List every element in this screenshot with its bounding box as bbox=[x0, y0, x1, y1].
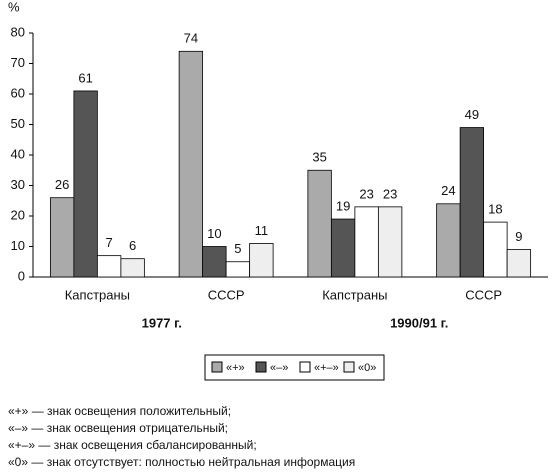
bar bbox=[178, 50, 204, 278]
legend-label: «0» bbox=[358, 362, 376, 374]
bar bbox=[120, 258, 145, 278]
value-label: 24 bbox=[441, 183, 455, 198]
bar bbox=[506, 249, 532, 278]
note: «+» — знак освещения положительный; bbox=[8, 404, 231, 418]
value-label: 5 bbox=[234, 241, 241, 256]
y-tick-label: 30 bbox=[11, 177, 25, 192]
value-label: 11 bbox=[255, 223, 269, 238]
y-axis-label: % bbox=[8, 0, 20, 14]
value-label: 6 bbox=[129, 238, 136, 253]
value-label: 9 bbox=[515, 229, 522, 244]
y-tick-label: 60 bbox=[11, 85, 25, 100]
legend-swatch bbox=[255, 361, 267, 373]
period-label: 1977 г. bbox=[142, 315, 182, 330]
period-label: 1990/91 г. bbox=[390, 315, 448, 330]
value-label: 74 bbox=[184, 31, 198, 46]
bar bbox=[483, 221, 508, 278]
bar bbox=[49, 197, 75, 278]
value-label: 19 bbox=[336, 198, 350, 213]
x-tick-label: СССР bbox=[208, 287, 245, 302]
value-label: 7 bbox=[106, 235, 113, 250]
value-label: 23 bbox=[359, 186, 373, 201]
value-label: 61 bbox=[78, 70, 92, 85]
x-tick-label: Капстраны bbox=[65, 287, 130, 302]
bar bbox=[249, 243, 274, 278]
bar bbox=[330, 218, 356, 278]
value-label: 10 bbox=[207, 226, 221, 241]
y-tick-label: 10 bbox=[11, 238, 25, 253]
y-tick-label: 20 bbox=[11, 207, 25, 222]
legend-swatch bbox=[299, 361, 311, 373]
note: «–» — знак освещения отрицательный; bbox=[8, 421, 228, 435]
x-tick-label: СССР bbox=[465, 287, 502, 302]
legend-label: «+» bbox=[226, 362, 245, 374]
note: «0» — знак отсутствует: полностью нейтра… bbox=[8, 455, 355, 469]
legend-swatch bbox=[211, 361, 223, 373]
bar bbox=[202, 246, 227, 278]
value-label: 49 bbox=[465, 107, 479, 122]
bar bbox=[354, 206, 379, 278]
value-label: 23 bbox=[383, 186, 397, 201]
value-label: 35 bbox=[312, 150, 326, 165]
x-tick-label: Капстраны bbox=[322, 287, 387, 302]
y-tick-label: 50 bbox=[11, 116, 25, 131]
y-tick-label: 0 bbox=[18, 268, 25, 283]
bar bbox=[73, 90, 98, 278]
bar bbox=[225, 261, 251, 278]
legend-label: «–» bbox=[270, 362, 288, 374]
bar bbox=[96, 255, 122, 278]
bar bbox=[307, 169, 332, 278]
bar bbox=[459, 127, 485, 278]
value-label: 18 bbox=[488, 202, 502, 217]
bar bbox=[436, 203, 461, 278]
y-tick-label: 40 bbox=[11, 146, 25, 161]
legend-label: «+–» bbox=[314, 362, 339, 374]
y-tick-label: 80 bbox=[11, 24, 25, 39]
y-tick-label: 70 bbox=[11, 55, 25, 70]
legend-swatch bbox=[343, 361, 355, 373]
bar bbox=[377, 206, 403, 278]
value-label: 26 bbox=[55, 177, 69, 192]
note: «+–» — знак освещения сбалансированный; bbox=[8, 438, 257, 452]
